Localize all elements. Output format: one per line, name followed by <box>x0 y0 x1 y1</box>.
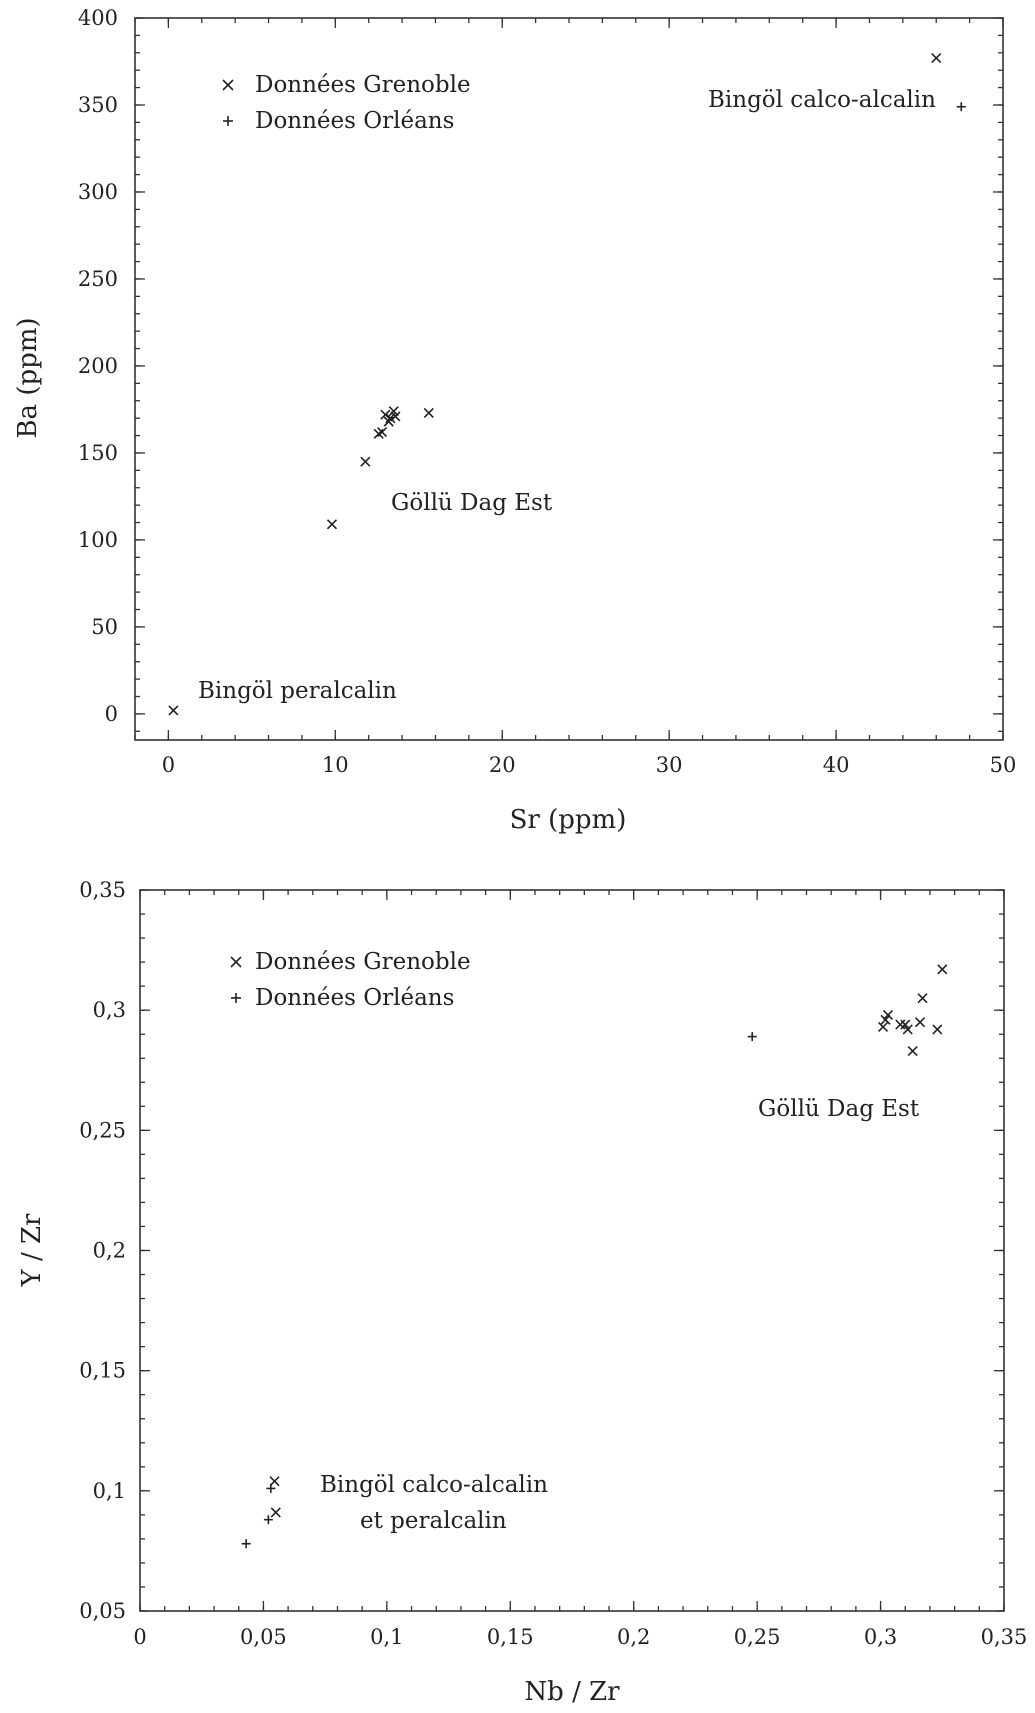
data-point <box>932 1024 943 1035</box>
data-point <box>380 409 391 420</box>
x-tick-label: 0,15 <box>487 1625 534 1649</box>
y-tick-labels-1: 0 50 100 150 200 250 300 350 400 <box>78 6 118 726</box>
y-tick-label: 0 <box>105 702 118 726</box>
legend-marker-grenoble-2 <box>230 956 242 968</box>
data-point <box>895 1019 906 1030</box>
data-point <box>263 1515 273 1525</box>
annotation-bingol-calco-alcalin-1: Bingöl calco-alcalin <box>708 87 936 113</box>
y-tick-label: 0,2 <box>93 1239 126 1263</box>
data-points-2 <box>241 964 948 1549</box>
data-point <box>902 1024 913 1035</box>
y-tick-label: 0,3 <box>93 998 126 1022</box>
y-tick-labels-2: 0,05 0,1 0,15 0,2 0,25 0,3 0,35 <box>79 878 126 1623</box>
data-point <box>956 102 966 112</box>
annotation-bingol-calco-alcalin-2: Bingöl calco-alcalin <box>320 1472 548 1498</box>
y-tick-label: 0,35 <box>79 878 126 902</box>
legend-label-orleans-1: Données Orléans <box>255 108 454 134</box>
x-tick-label: 0 <box>133 1625 146 1649</box>
data-point <box>270 1507 281 1518</box>
legend-marker <box>230 956 242 968</box>
y-tick-label: 0,1 <box>93 1479 126 1503</box>
y-axis-title-1: Ba (ppm) <box>13 317 43 438</box>
x-tick-label: 10 <box>322 753 349 777</box>
x-tick-labels-2: 0 0,05 0,1 0,15 0,2 0,25 0,3 0,35 <box>133 1625 1027 1649</box>
y-tick-label: 100 <box>78 528 118 552</box>
data-point <box>326 519 338 530</box>
legend-marker-orleans-1 <box>223 116 233 126</box>
data-point <box>900 1019 911 1030</box>
x-tick-label: 40 <box>823 753 850 777</box>
data-point <box>882 1009 894 1021</box>
annotation-bingol-peralcalin-1: Bingöl peralcalin <box>198 678 397 704</box>
legend-label-grenoble-1: Données Grenoble <box>255 72 471 98</box>
chart-ba-vs-sr: 0 10 20 30 40 50 0 50 100 150 200 250 300 350 400 Sr … <box>13 6 1016 835</box>
data-point <box>937 964 948 975</box>
y-tick-label: 250 <box>78 267 118 291</box>
x-tick-label: 30 <box>656 753 683 777</box>
chart-yzr-vs-nbzr: 0 0,05 0,1 0,15 0,2 0,25 0,3 0,35 0,050,10,150,… <box>17 878 1027 1707</box>
data-point <box>360 456 371 467</box>
data-point <box>390 411 401 422</box>
data-point <box>915 1017 926 1028</box>
data-points-1 <box>168 52 966 716</box>
y-tick-label: 300 <box>78 180 118 204</box>
legend-marker <box>231 993 241 1003</box>
legend-marker <box>223 116 233 126</box>
data-point <box>917 993 928 1004</box>
y-tick-label: 0,15 <box>79 1359 126 1383</box>
y-tick-label: 0,05 <box>79 1599 126 1623</box>
axis-ticks-2 <box>139 889 1005 1612</box>
y-tick-label: 50 <box>91 615 118 639</box>
data-point <box>373 428 384 439</box>
data-point <box>877 1021 889 1033</box>
legend-marker <box>222 79 234 91</box>
x-tick-label: 50 <box>990 753 1017 777</box>
x-tick-label: 0,2 <box>617 1625 650 1649</box>
legend-2: Données Grenoble Données Orléans <box>230 949 471 1011</box>
legend-marker-grenoble-1 <box>222 79 234 91</box>
x-axis-title-1: Sr (ppm) <box>510 805 627 835</box>
legend-label-grenoble-2: Données Grenoble <box>255 949 471 975</box>
data-point <box>747 1032 757 1042</box>
x-tick-label: 0,35 <box>981 1625 1028 1649</box>
x-tick-label: 0,05 <box>240 1625 287 1649</box>
y-tick-label: 0,25 <box>79 1118 126 1142</box>
legend-1: Données Grenoble Données Orléans <box>222 72 471 134</box>
x-tick-label: 0 <box>162 753 175 777</box>
data-point <box>931 52 942 64</box>
data-point <box>241 1539 251 1549</box>
y-tick-label: 350 <box>78 93 118 117</box>
data-point <box>423 407 434 418</box>
y-tick-label: 200 <box>78 354 118 378</box>
data-point <box>266 1483 276 1493</box>
data-point <box>376 426 388 438</box>
x-tick-label: 20 <box>489 753 516 777</box>
x-tick-label: 0,1 <box>370 1625 403 1649</box>
x-axis-title-2: Nb / Zr <box>524 1677 620 1707</box>
x-tick-label: 0,3 <box>864 1625 897 1649</box>
y-tick-label: 400 <box>78 6 118 30</box>
data-point <box>168 705 179 716</box>
annotation-gollu-dag-est-1: Göllü Dag Est <box>391 490 553 516</box>
axis-ticks-1 <box>134 17 1004 740</box>
annotation-et-peralcalin-2: et peralcalin <box>360 1508 507 1534</box>
y-tick-label: 150 <box>78 441 118 465</box>
data-point <box>880 1014 891 1025</box>
x-tick-labels-1: 0 10 20 30 40 50 <box>162 753 1017 777</box>
legend-label-orleans-2: Données Orléans <box>255 985 454 1011</box>
legend-marker-orleans-2 <box>231 993 241 1003</box>
x-tick-label: 0,25 <box>734 1625 781 1649</box>
data-point <box>907 1045 918 1057</box>
y-axis-title-2: Y / Zr <box>17 1213 47 1288</box>
annotation-gollu-dag-est-2: Göllü Dag Est <box>758 1096 920 1122</box>
